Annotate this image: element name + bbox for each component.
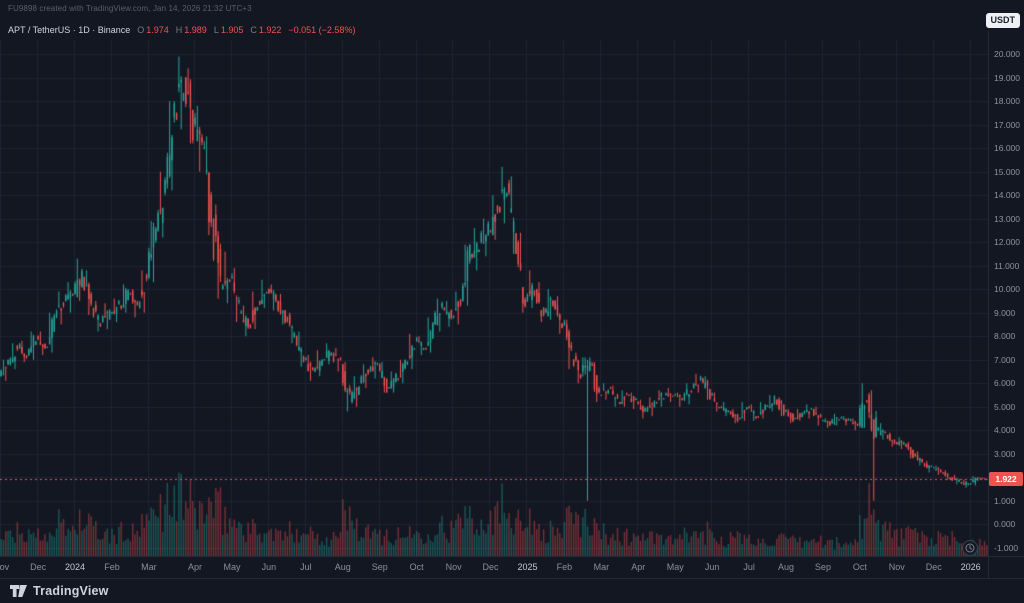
time-tick-label: Nov <box>445 562 462 572</box>
chart-plot-area <box>0 40 988 556</box>
time-tick-label: Apr <box>631 562 646 572</box>
time-tick-label: Apr <box>188 562 203 572</box>
price-tick-label: 18.000 <box>994 96 1020 107</box>
ohlc-open-label: O <box>137 25 145 35</box>
time-tick-label: Aug <box>777 562 795 572</box>
price-tick-label: 7.000 <box>994 354 1016 365</box>
price-tick-label: 4.000 <box>994 425 1016 436</box>
price-tick-label: 15.000 <box>994 166 1020 177</box>
price-tick-label: 5.000 <box>994 401 1016 412</box>
time-tick-label: Dec <box>482 562 499 572</box>
price-tick-label: 9.000 <box>994 307 1016 318</box>
price-scale-separator <box>988 31 989 578</box>
price-tick-label: 14.000 <box>994 190 1020 201</box>
time-tick-label: Nov <box>888 562 905 572</box>
ohlc-high-value: 1.989 <box>184 25 207 35</box>
price-tick-label: 6.000 <box>994 378 1016 389</box>
time-tick-label: 2025 <box>517 562 538 572</box>
price-tick-label: 10.000 <box>994 284 1020 295</box>
price-tick-label: 8.000 <box>994 331 1016 342</box>
price-tick-label: 0.000 <box>994 519 1016 530</box>
time-tick-label: Dec <box>30 562 47 572</box>
price-tick-label: 20.000 <box>994 49 1020 60</box>
ohlc-high-label: H <box>175 25 183 35</box>
price-tick-label: -1.000 <box>994 542 1019 553</box>
time-tick-label: Oct <box>852 562 867 572</box>
symbol-legend: APT / TetherUS · 1D · Binance O 1.974 H … <box>8 25 355 35</box>
price-tick-label: 19.000 <box>994 72 1020 83</box>
time-tick-label: Mar <box>593 562 610 572</box>
time-tick-label: May <box>223 562 241 572</box>
tradingview-brand-text: TradingView <box>33 584 109 598</box>
tradingview-logo-icon <box>10 585 27 597</box>
price-tick-label: 13.000 <box>994 213 1020 224</box>
timezone-button[interactable] <box>962 540 978 556</box>
ohlc-open-value: 1.974 <box>146 25 169 35</box>
ohlc-low-label: L <box>213 25 219 35</box>
time-tick-label: Oct <box>409 562 424 572</box>
time-tick-label: Sep <box>814 562 831 572</box>
ohlc-change: −0.051 (−2.58%) <box>288 25 356 35</box>
time-tick-label: Feb <box>556 562 573 572</box>
footer-bar: TradingView <box>0 578 1024 603</box>
time-tick-label: 2026 <box>960 562 981 572</box>
time-tick-label: Sep <box>371 562 388 572</box>
price-tick-label: 17.000 <box>994 119 1020 130</box>
last-price-label: 1.922 <box>989 472 1023 487</box>
time-tick-label: Nov <box>0 562 10 572</box>
clock-icon <box>965 543 975 553</box>
ohlc-low-value: 1.905 <box>220 25 244 35</box>
price-tick-label: 1.000 <box>994 495 1016 506</box>
symbol-title[interactable]: APT / TetherUS · 1D · Binance <box>8 25 131 35</box>
time-tick-label: Dec <box>925 562 942 572</box>
ohlc-close-label: C <box>250 25 257 35</box>
time-tick-label: Mar <box>141 562 157 572</box>
ohlc-close-value: 1.922 <box>258 25 282 35</box>
currency-toggle-button[interactable]: USDT <box>985 13 1020 28</box>
price-tick-label: 12.000 <box>994 237 1020 248</box>
time-tick-label: 2024 <box>65 562 86 572</box>
tradingview-logo[interactable]: TradingView <box>10 584 109 598</box>
time-scale-separator <box>0 556 1024 557</box>
chart-watermark: FU9898 created with TradingView.com, Jan… <box>8 4 252 13</box>
time-tick-label: Aug <box>334 562 351 572</box>
price-chart-canvas[interactable] <box>0 40 988 556</box>
time-tick-label: Jul <box>300 562 312 572</box>
time-tick-label: Jun <box>261 562 277 572</box>
price-tick-label: 16.000 <box>994 143 1020 154</box>
time-tick-label: Jul <box>743 562 755 572</box>
time-tick-label: Jun <box>704 562 720 572</box>
price-tick-label: 11.000 <box>994 260 1020 271</box>
price-scale[interactable]: 1.922 20.000 19.000 18.000 17.000 16.000 15.0… <box>988 40 1024 556</box>
time-tick-label: May <box>666 562 684 572</box>
time-tick-label: Feb <box>104 562 120 572</box>
time-scale[interactable]: Nov Dec 2024 Feb Mar Apr May Jun Jul Aug Sep Oct Nov… <box>0 557 1024 578</box>
price-tick-label: 3.000 <box>994 448 1016 459</box>
